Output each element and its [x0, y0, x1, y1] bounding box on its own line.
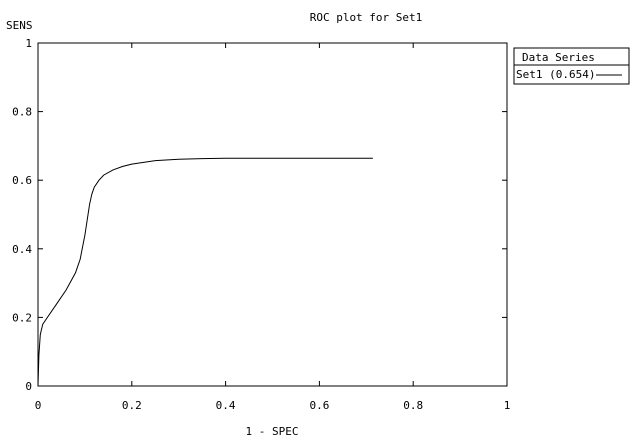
- y-axis-label: SENS: [6, 19, 33, 32]
- y-tick-label: 0.4: [12, 243, 32, 256]
- x-tick-label: 1: [504, 399, 511, 412]
- chart-title: ROC plot for Set1: [310, 11, 423, 24]
- legend-title: Data Series: [522, 51, 595, 64]
- x-tick-label: 0.6: [309, 399, 329, 412]
- x-axis-ticks: 0 0.2 0.4 0.6 0.8 1: [35, 43, 511, 412]
- series-layer: [37, 157, 373, 387]
- y-tick-label: 0: [25, 380, 32, 393]
- x-tick-label: 0: [35, 399, 42, 412]
- y-tick-label: 0.8: [12, 106, 32, 119]
- y-tick-label: 0.6: [12, 174, 32, 187]
- legend: Data Series Set1 (0.654): [513, 47, 630, 85]
- y-axis-ticks: 0 0.2 0.4 0.6 0.8 1: [12, 37, 507, 393]
- y-tick-label: 0.2: [12, 311, 32, 324]
- x-axis-label: 1 - SPEC: [246, 425, 299, 438]
- legend-entry-label: Set1 (0.654): [516, 68, 595, 81]
- legend-box: [513, 47, 630, 85]
- x-tick-label: 0.2: [122, 399, 142, 412]
- y-tick-label: 1: [25, 37, 32, 50]
- x-tick-label: 0.4: [216, 399, 236, 412]
- series-line-set1: [37, 157, 373, 387]
- plot-area-frame: [37, 42, 508, 387]
- x-tick-label: 0.8: [403, 399, 423, 412]
